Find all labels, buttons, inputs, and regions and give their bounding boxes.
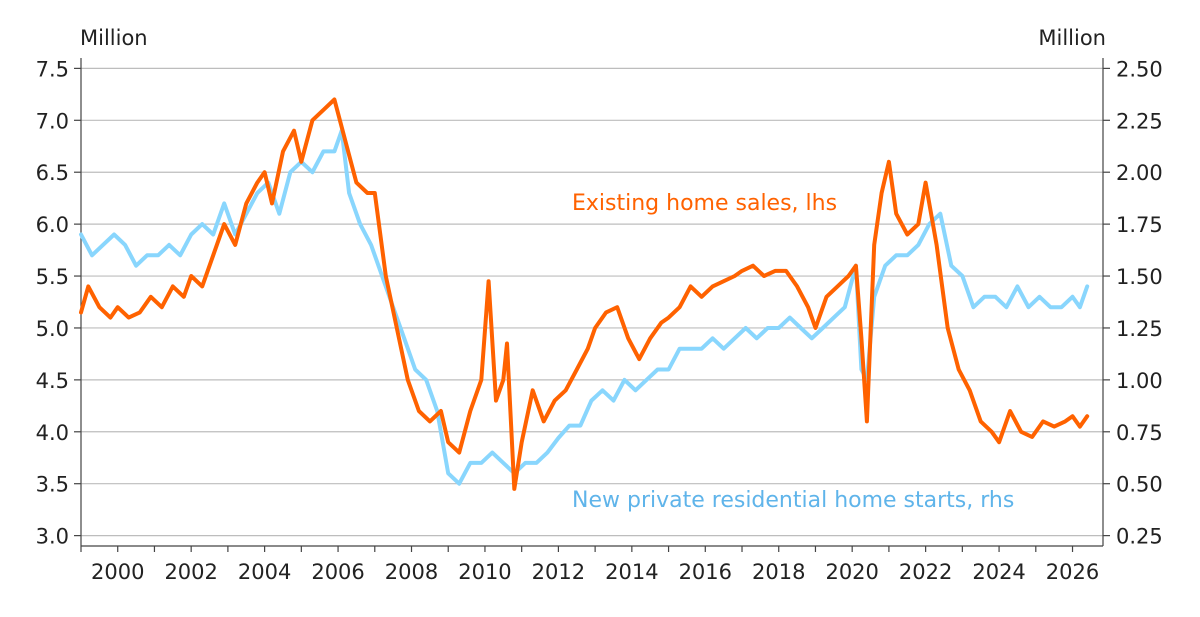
x-tick-label: 2022 (899, 560, 952, 584)
x-tick-label: 2014 (605, 560, 658, 584)
left-tick-label: 3.0 (36, 525, 69, 549)
right-tick-label: 1.00 (1116, 369, 1163, 393)
x-tick-label: 2008 (385, 560, 438, 584)
x-tick-label: 2024 (972, 560, 1025, 584)
right-tick-label: 0.25 (1116, 525, 1163, 549)
x-tick-label: 2004 (238, 560, 291, 584)
series-layer (79, 97, 1090, 491)
series-line-new-home-starts (79, 128, 1090, 486)
left-tick-label: 6.0 (36, 213, 69, 237)
left-axis-unit-label: Million (80, 26, 148, 50)
x-tick-label: 2026 (1046, 560, 1099, 584)
axis-layer (80, 58, 1104, 547)
x-tick-label: 2006 (311, 560, 364, 584)
right-tick-label: 1.75 (1116, 213, 1163, 237)
right-tick-label: 1.25 (1116, 317, 1163, 341)
ticks-layer: 3.0 3.5 4.0 4.5 5.0 5.5 6.0 6.5 7.0 7.5 0.25 0.50 0.… (36, 57, 1163, 584)
right-tick-label: 2.25 (1116, 109, 1163, 133)
grid-layer (81, 67, 1103, 537)
right-tick-label: 2.00 (1116, 161, 1163, 185)
right-tick-label: 0.75 (1116, 421, 1163, 445)
x-tick-label: 2018 (752, 560, 805, 584)
right-tick-label: 2.50 (1116, 57, 1163, 81)
left-tick-label: 4.0 (36, 421, 69, 445)
right-tick-label: 0.50 (1116, 473, 1163, 497)
left-tick-label: 7.0 (36, 109, 69, 133)
x-tick-label: 2010 (458, 560, 511, 584)
x-tick-label: 2016 (679, 560, 732, 584)
x-tick-label: 2002 (164, 560, 217, 584)
right-axis-unit-label: Million (1038, 26, 1106, 50)
left-tick-label: 7.5 (36, 57, 69, 81)
left-tick-label: 4.5 (36, 369, 69, 393)
left-tick-label: 3.5 (36, 473, 69, 497)
x-tick-label: 2000 (91, 560, 144, 584)
series-line-existing-home-sales (79, 97, 1090, 491)
left-tick-label: 5.0 (36, 317, 69, 341)
left-tick-label: 5.5 (36, 265, 69, 289)
series-label-existing-home-sales: Existing home sales, lhs (572, 191, 837, 216)
left-tick-label: 6.5 (36, 161, 69, 185)
x-tick-label: 2012 (532, 560, 585, 584)
x-tick-label: 2020 (825, 560, 878, 584)
right-tick-label: 1.50 (1116, 265, 1163, 289)
series-label-new-home-starts: New private residential home starts, rhs (572, 488, 1014, 513)
